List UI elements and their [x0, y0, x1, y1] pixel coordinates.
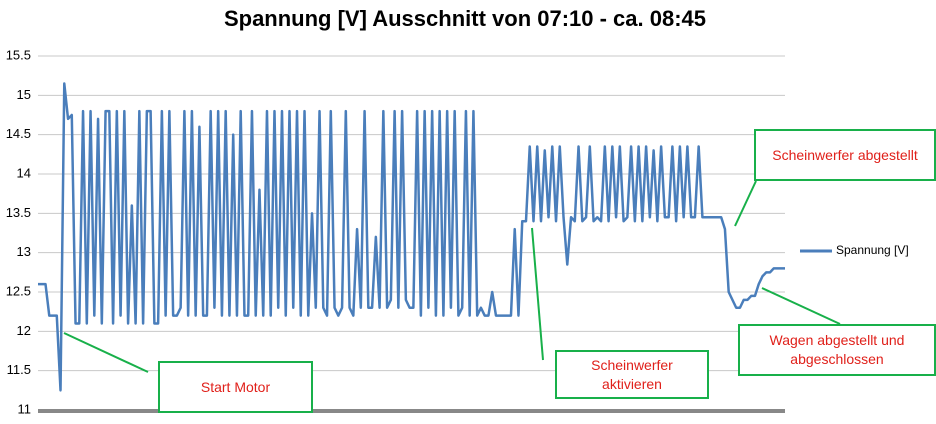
y-tick-label: 14 — [17, 165, 31, 180]
annotation: Wagen abgestellt und abgeschlossen — [738, 324, 936, 376]
y-tick-label: 13 — [17, 244, 31, 259]
y-tick-label: 12 — [17, 323, 31, 338]
annotation: Scheinwerfer abgestellt — [754, 129, 936, 181]
y-tick-label: 15.5 — [6, 47, 31, 62]
y-tick-label: 13.5 — [6, 205, 31, 220]
y-tick-label: 11.5 — [7, 362, 31, 377]
annotation-connector — [63, 332, 149, 373]
annotation-connector — [734, 180, 757, 227]
y-tick-label: 12.5 — [6, 283, 31, 298]
chart-title: Spannung [V] Ausschnitt von 07:10 - ca. … — [224, 6, 706, 31]
legend-label: Spannung [V] — [836, 243, 909, 257]
annotation: Start Motor — [158, 361, 313, 413]
data-line — [38, 82, 785, 392]
y-tick-label: 14.5 — [6, 126, 31, 141]
annotation: Scheinwerfer aktivieren — [555, 350, 709, 399]
annotation-connector — [531, 227, 544, 361]
y-tick-label: 11 — [18, 401, 32, 416]
annotation-connector — [761, 287, 841, 325]
y-tick-label: 15 — [17, 87, 31, 102]
